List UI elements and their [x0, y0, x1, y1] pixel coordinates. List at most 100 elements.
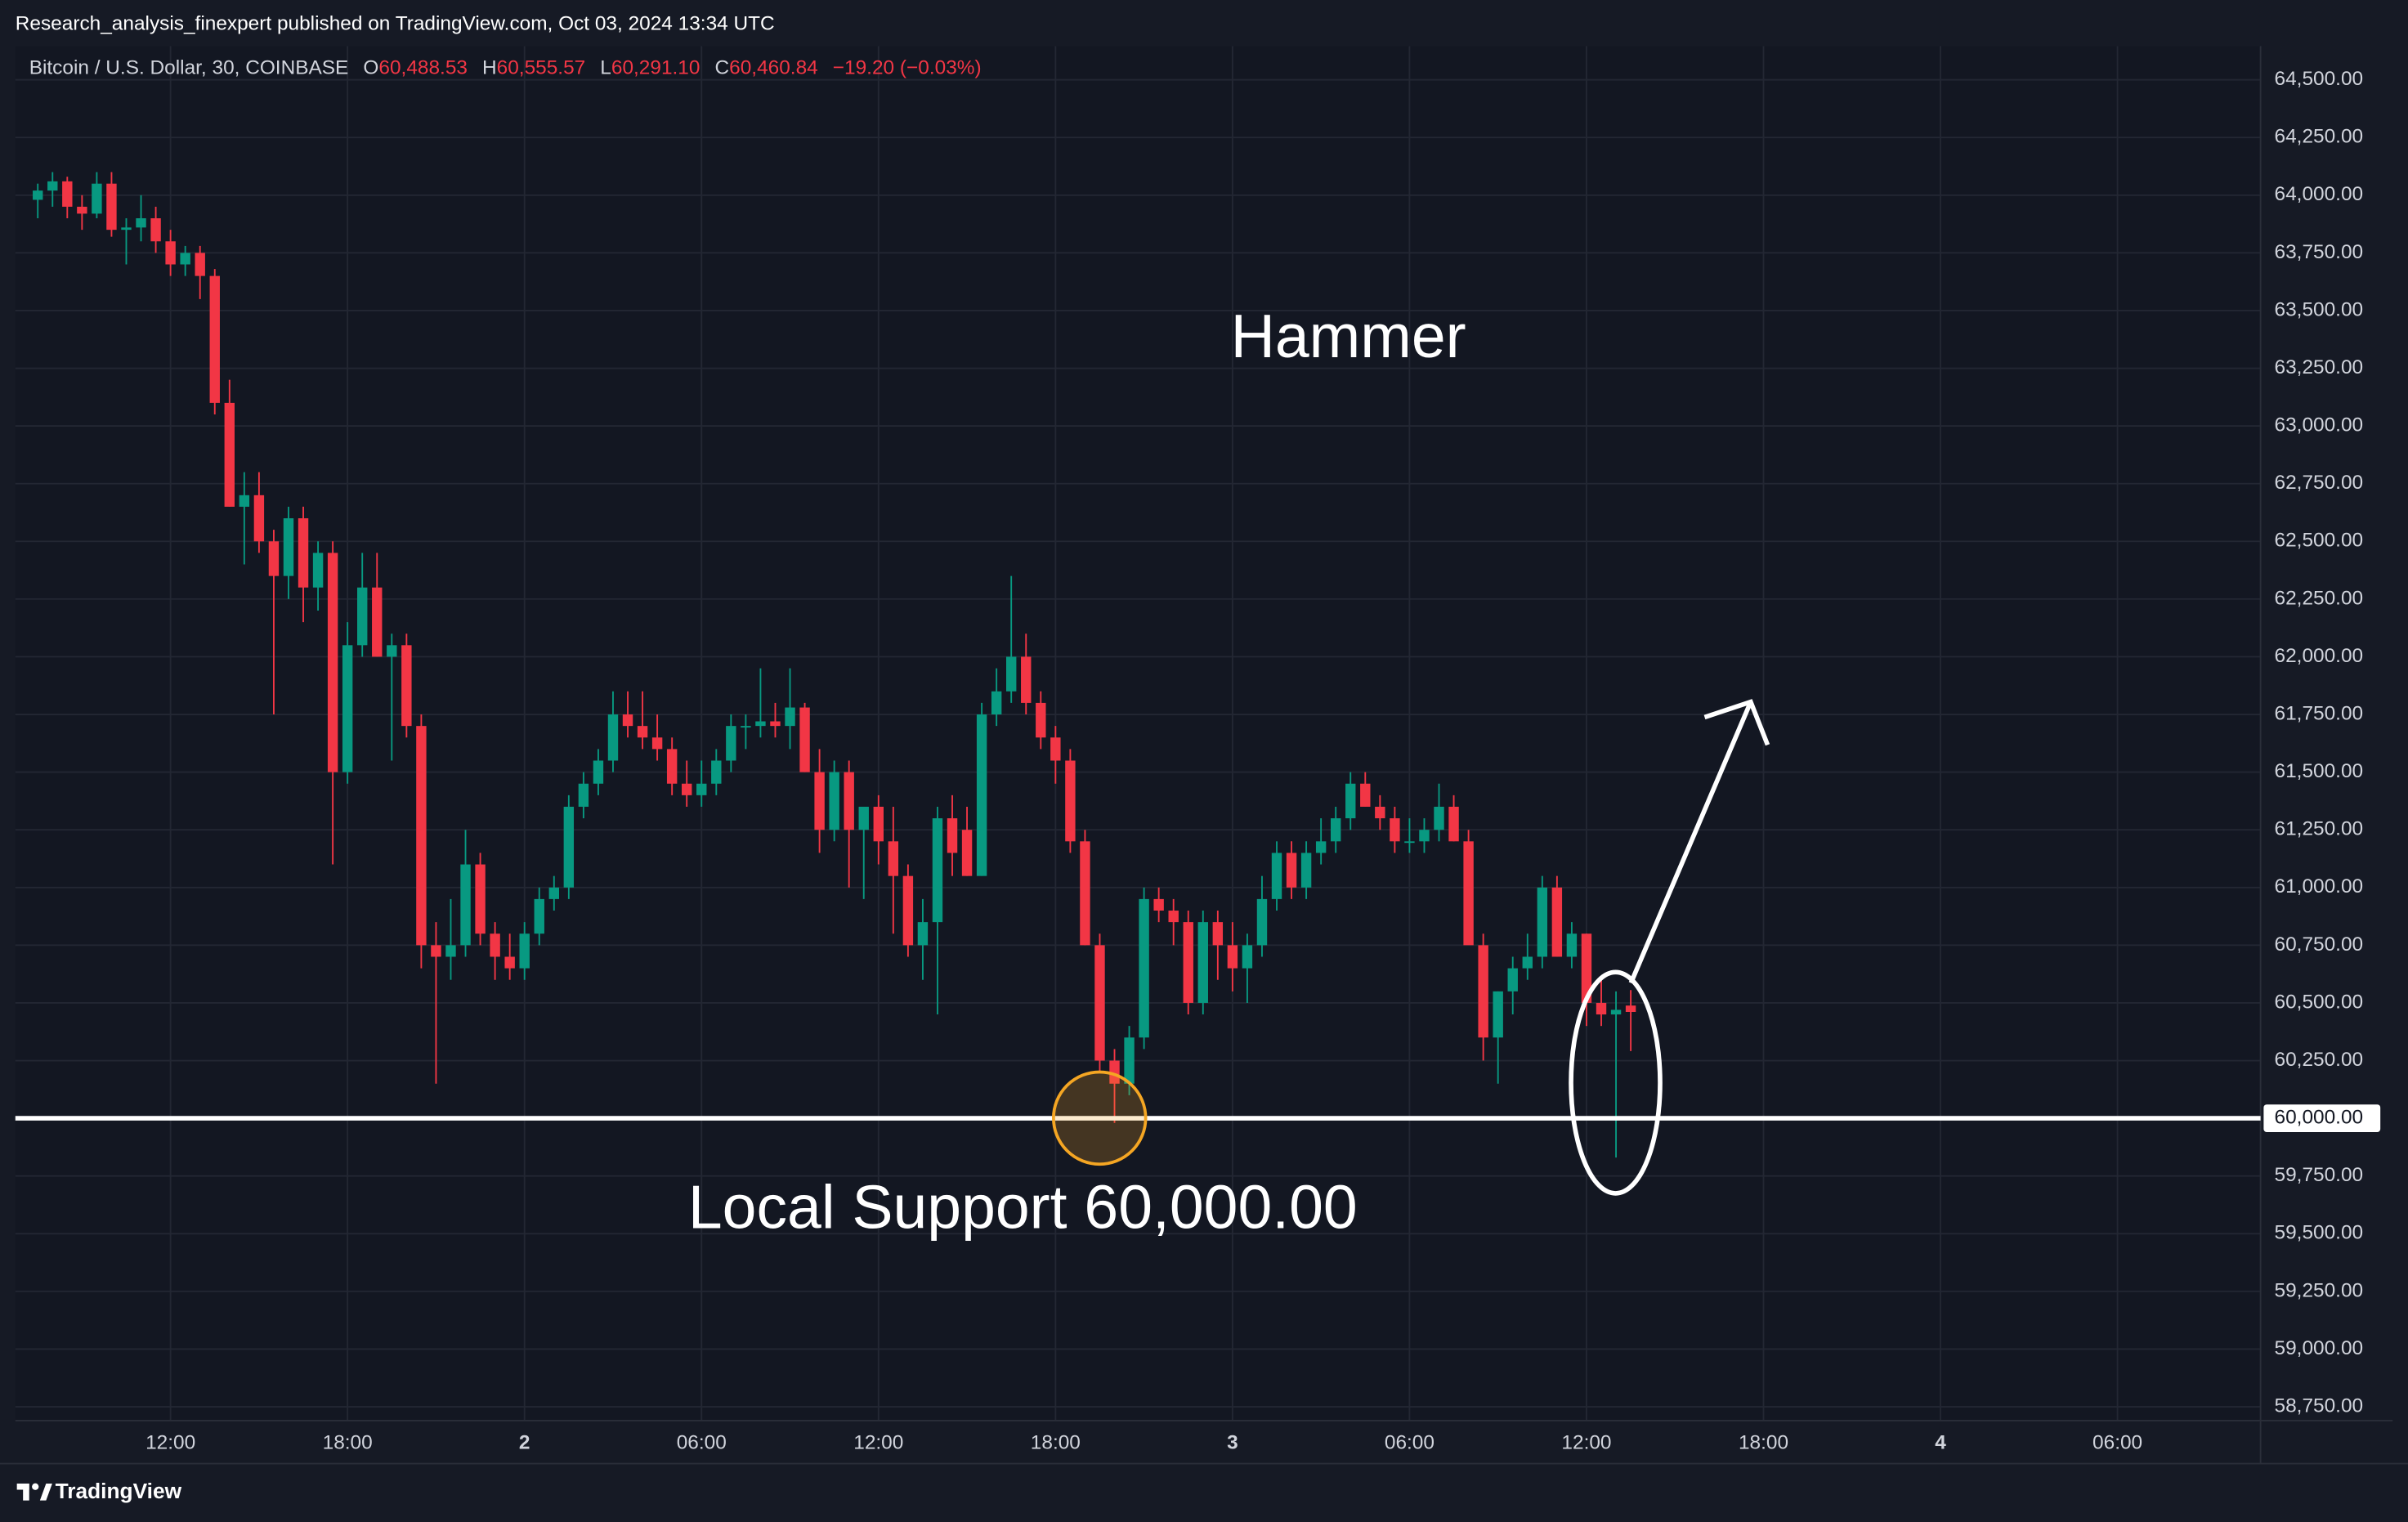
x-tick-label: 18:00 [323, 1432, 373, 1454]
candle-body [1300, 853, 1312, 888]
candle-body [1227, 945, 1238, 969]
x-tick-label: 06:00 [2092, 1432, 2142, 1454]
candle-body [92, 183, 102, 214]
candle-body [1021, 656, 1032, 703]
hammer-ellipse [1569, 969, 1663, 1196]
arrow [1628, 699, 1770, 984]
candle-body [1124, 1037, 1135, 1084]
candle-body [755, 721, 766, 727]
candle-body [917, 922, 929, 946]
candle-body [1094, 945, 1105, 1061]
candle-body [711, 760, 722, 784]
candle-body [563, 806, 575, 888]
annotation: Hammer [1231, 302, 1466, 370]
candle-body [1050, 737, 1061, 761]
candle-body [401, 645, 412, 727]
grid [15, 46, 2261, 1421]
y-tick-label: 64,250.00 [2275, 126, 2364, 148]
candle-body [224, 402, 235, 507]
candle-body [1065, 760, 1076, 842]
candle-body [209, 275, 220, 403]
y-tick-label: 62,250.00 [2275, 587, 2364, 609]
candle-body [1625, 1005, 1636, 1012]
candle-body [1109, 1060, 1120, 1084]
y-tick-label: 59,500.00 [2275, 1222, 2364, 1244]
candle-body [888, 841, 899, 876]
annotation: Local Support 60,000.00 [688, 1172, 1358, 1241]
footer-logo [16, 1483, 52, 1501]
attribution: Research_analysis_finexpert published on… [16, 13, 775, 35]
ohlc-value: 60,291.10 [611, 57, 700, 79]
candle-body [1596, 1002, 1607, 1015]
candle-body [1197, 922, 1208, 1003]
y-tick-label: 62,000.00 [2275, 645, 2364, 667]
candle-body [1080, 841, 1090, 946]
candle-body [858, 806, 869, 830]
y-tick-label: 63,500.00 [2275, 298, 2364, 320]
y-tick-label: 62,750.00 [2275, 472, 2364, 494]
candle-body [416, 726, 427, 946]
candle-body [873, 806, 884, 842]
candle-body [1256, 898, 1268, 946]
candle-body [637, 726, 648, 738]
candle-body [1168, 911, 1179, 923]
y-tick-label: 64,500.00 [2275, 68, 2364, 90]
candle-body [593, 760, 604, 784]
candle-body [814, 772, 825, 830]
candle-body [121, 227, 132, 231]
candle-body [77, 206, 87, 214]
candle-body [1375, 806, 1385, 819]
candle-body [475, 864, 486, 934]
candle-body [150, 218, 161, 242]
candle-body [1271, 853, 1282, 899]
candle-body [1153, 898, 1164, 911]
candle-body [844, 772, 854, 830]
candle-body [1242, 945, 1253, 969]
y-tick-label: 63,750.00 [2275, 241, 2364, 263]
candle-body [961, 830, 973, 876]
candle-body [1493, 991, 1503, 1038]
y-tick-label: 61,750.00 [2275, 702, 2364, 724]
candle-body [1522, 956, 1533, 969]
candle-body [1419, 830, 1430, 842]
candle-body [1434, 806, 1444, 830]
candle-body [283, 518, 294, 576]
y-tick-label: 60,750.00 [2275, 933, 2364, 956]
candle-body [976, 714, 987, 876]
price-tag [2263, 1104, 2381, 1133]
candle-body [1212, 922, 1224, 946]
y-tick-label: 58,750.00 [2275, 1394, 2364, 1417]
ohlc-value: 60,555.57 [497, 57, 586, 79]
candle-body [239, 495, 250, 507]
ohlc-value: 60,460.84 [729, 57, 818, 79]
candle-body [1478, 945, 1488, 1038]
candle-body [1315, 841, 1327, 853]
logo-part [23, 1483, 29, 1501]
candle-body [666, 749, 678, 784]
y-tick-label: 59,750.00 [2275, 1164, 2364, 1186]
candle-body [1581, 933, 1592, 1003]
candle-body [1566, 933, 1578, 957]
candle-body [1360, 783, 1371, 807]
logo-part [39, 1483, 52, 1501]
footer-brand: TradingView [56, 1479, 182, 1503]
change: −19.20 (−0.03%) [833, 57, 982, 79]
candle-body [607, 714, 619, 761]
candle-body [651, 737, 663, 750]
candle-body [180, 253, 190, 265]
y-tick-label: 62,500.00 [2275, 530, 2364, 552]
x-tick-label: 4 [1935, 1432, 1946, 1454]
y-tick-label: 61,250.00 [2275, 818, 2364, 840]
candle-body [1139, 898, 1149, 1038]
x-tick-label: 06:00 [1385, 1432, 1435, 1454]
candle-body [342, 645, 353, 772]
candle-body [253, 495, 265, 542]
x-tick-label: 06:00 [677, 1432, 727, 1454]
x-tick-label: 3 [1227, 1432, 1238, 1454]
candle-body [33, 190, 43, 200]
candle-body [1345, 783, 1356, 819]
ohlc-key: L [600, 57, 611, 79]
candle-body [106, 183, 117, 231]
